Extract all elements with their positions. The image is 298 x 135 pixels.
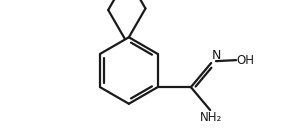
Text: N: N <box>212 49 221 63</box>
Text: NH₂: NH₂ <box>200 111 222 124</box>
Text: OH: OH <box>237 54 254 67</box>
